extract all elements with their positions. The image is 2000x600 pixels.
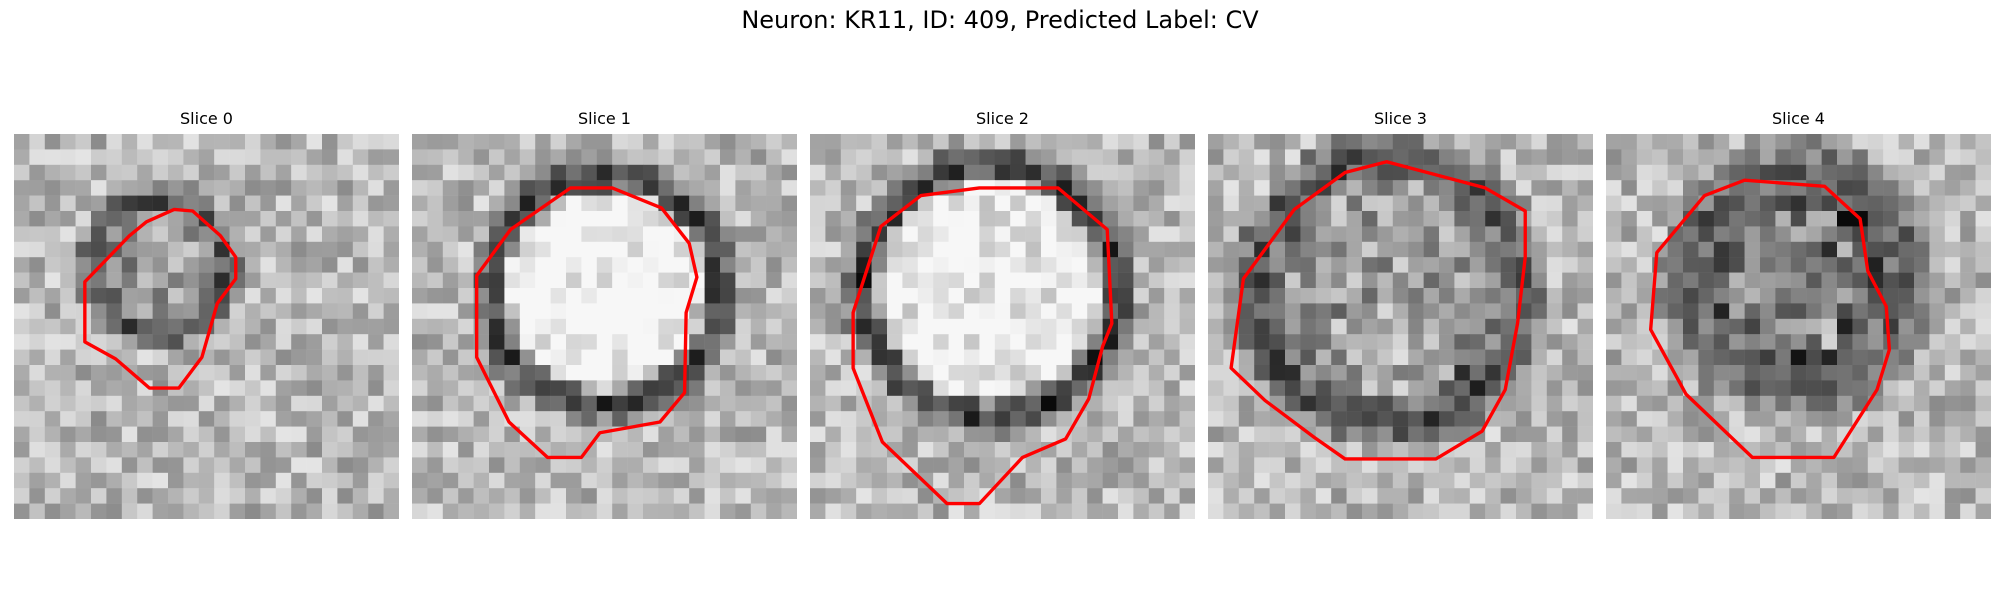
slice-panel-1: Slice 1 [412,108,797,519]
slice-panel-4: Slice 4 [1606,108,1991,519]
slice-image-1 [412,134,797,519]
slice-title-4: Slice 4 [1772,109,1825,128]
segmentation-contour [474,186,699,460]
slice-panel-0: Slice 0 [14,108,399,519]
slice-title-1: Slice 1 [578,109,631,128]
segmentation-contour [851,186,1114,506]
slice-image-3 [1208,134,1593,519]
slice-image-4 [1606,134,1991,519]
segmentation-contour [83,207,238,390]
slice-panel-2: Slice 2 [810,108,1195,519]
segmentation-contour [1229,160,1527,461]
segmentation-contour [1648,178,1892,460]
slice-image-0 [14,134,399,519]
slice-panel-3: Slice 3 [1208,108,1593,519]
figure-title: Neuron: KR11, ID: 409, Predicted Label: … [741,6,1259,34]
slice-title-3: Slice 3 [1374,109,1427,128]
slice-title-2: Slice 2 [976,109,1029,128]
slice-title-0: Slice 0 [180,109,233,128]
slice-image-2 [810,134,1195,519]
